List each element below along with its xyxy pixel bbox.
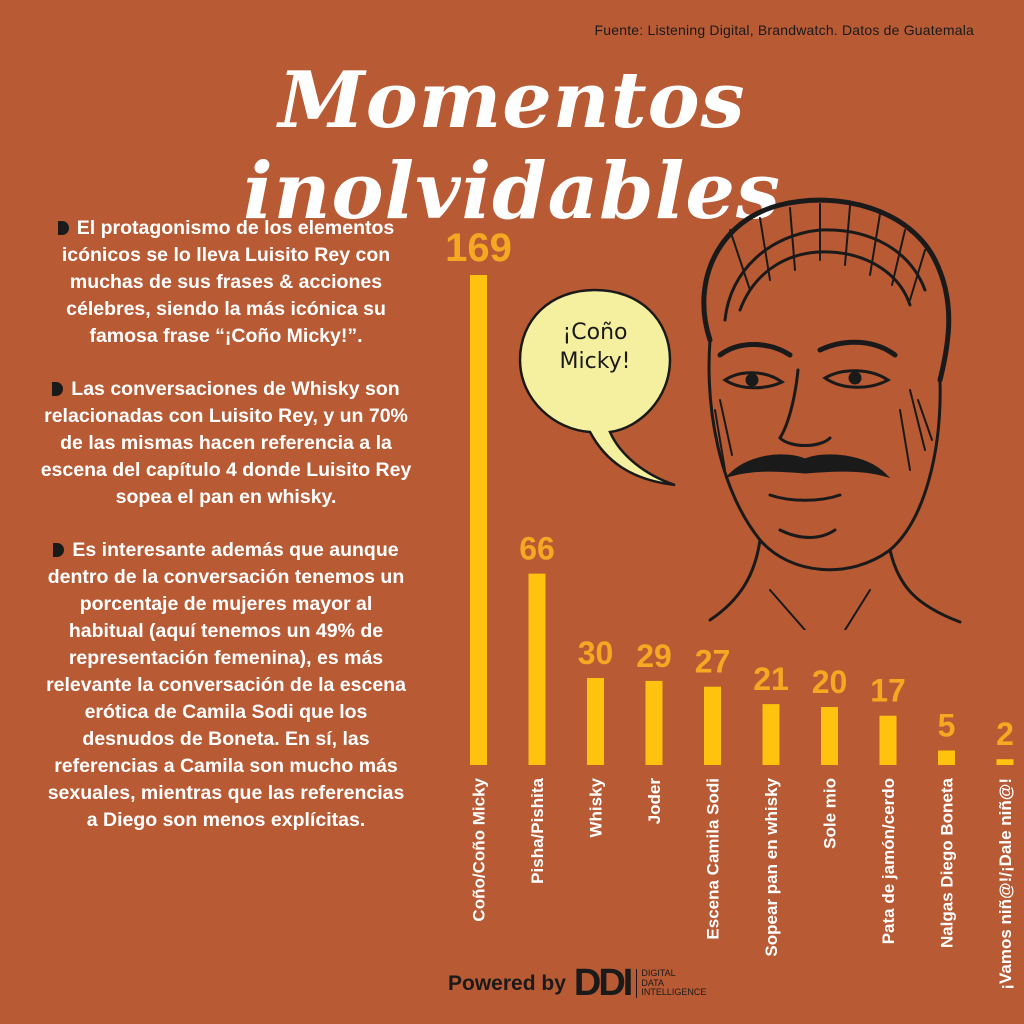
- paragraph-1-text: El protagonismo de los elementos icónico…: [61, 217, 395, 347]
- value-label-9: 2: [996, 716, 1014, 752]
- text-column: El protagonismo de los elementos icónico…: [40, 215, 412, 860]
- bar-6: [821, 707, 838, 765]
- category-label-1: Pisha/Pishita: [528, 777, 547, 883]
- logo-sub-1: DIGITAL: [641, 968, 676, 979]
- bar-2: [587, 678, 604, 765]
- category-label-7: Pata de jamón/cerdo: [879, 778, 898, 944]
- source-note: Fuente: Listening Digital, Brandwatch. D…: [594, 22, 974, 38]
- paragraph-2: Las conversaciones de Whisky son relacio…: [40, 376, 412, 511]
- bar-9: [996, 759, 1014, 765]
- page-title: Momentos inolvidables: [243, 55, 781, 237]
- category-label-6: Sole mio: [821, 778, 840, 849]
- value-label-0: 169: [445, 226, 512, 270]
- value-label-1: 66: [519, 531, 555, 567]
- bar-8: [938, 750, 955, 765]
- ddi-logo-icon: DDI: [573, 962, 633, 1004]
- logo-sub-3: INTELLIGENCE: [641, 987, 707, 998]
- value-label-8: 5: [938, 708, 956, 744]
- bar-4: [704, 686, 721, 765]
- powered-by-label: Powered by: [448, 971, 566, 995]
- bullet-icon: [53, 543, 65, 557]
- category-label-0: Coño/Coño Micky: [470, 777, 489, 921]
- speech-bubble: [518, 288, 676, 487]
- value-label-2: 30: [578, 635, 614, 671]
- value-label-3: 29: [636, 638, 672, 674]
- category-label-2: Whisky: [587, 777, 606, 837]
- paragraph-3-text: Es interesante además que aunque dentro …: [46, 539, 406, 831]
- logo-subtitle: DIGITAL DATA INTELLIGENCE: [636, 969, 706, 998]
- paragraph-3: Es interesante además que aunque dentro …: [40, 537, 412, 834]
- bar-0: [470, 275, 487, 765]
- value-label-7: 17: [870, 673, 906, 709]
- logo-sub-2: DATA: [641, 977, 664, 988]
- bar-1: [528, 573, 546, 765]
- portrait-illustration: [701, 197, 962, 630]
- bar-7: [879, 715, 897, 765]
- category-label-4: Escena Camila Sodi: [704, 778, 723, 940]
- value-label-5: 21: [753, 661, 789, 697]
- bar-3: [645, 680, 663, 765]
- category-label-8: Nalgas Diego Boneta: [938, 777, 957, 948]
- bubble-line-2: Micky!: [559, 349, 631, 374]
- category-label-9: ¡Vamos niñ@!/¡Dale niñ@!: [996, 778, 1015, 990]
- category-label-5: Sopear pan en whisky: [762, 777, 781, 956]
- paragraph-2-text: Las conversaciones de Whisky son relacio…: [40, 378, 412, 508]
- category-label-3: Joder: [645, 778, 664, 825]
- bullet-icon: [52, 382, 64, 396]
- bar-5: [762, 704, 780, 765]
- value-label-6: 20: [812, 664, 848, 700]
- bullet-icon: [57, 221, 69, 235]
- footer: Powered by DDI DIGITAL DATA INTELLIGENCE: [448, 962, 706, 1005]
- speech-bubble-text: ¡Coño Micky!: [530, 318, 660, 376]
- bubble-line-1: ¡Coño: [562, 320, 628, 345]
- value-label-4: 27: [695, 644, 731, 680]
- paragraph-1: El protagonismo de los elementos icónico…: [40, 215, 412, 350]
